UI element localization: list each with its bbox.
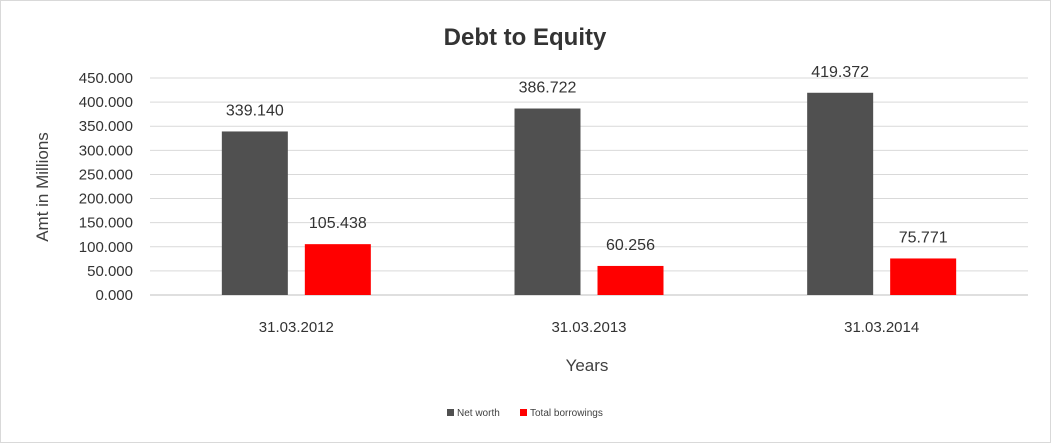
bar-total-borrowings xyxy=(597,265,664,295)
x-axis-ticks: 31.03.2012 31.03.2013 31.03.2014 xyxy=(259,319,919,336)
data-label: 60.256 xyxy=(606,237,655,254)
legend: Net worth Total borrowings xyxy=(447,408,603,419)
data-label: 386.722 xyxy=(519,80,577,97)
y-axis-ticks: 0.000 50.000 100.000 150.000 200.000 250.000 3… xyxy=(79,70,133,304)
y-tick-label: 150.000 xyxy=(79,215,133,232)
chart-title: Debt to Equity xyxy=(444,24,607,51)
x-tick-label: 31.03.2014 xyxy=(844,319,919,336)
legend-swatch xyxy=(520,409,527,416)
gridlines xyxy=(150,77,1028,296)
legend-label: Net worth xyxy=(457,408,500,419)
bars xyxy=(221,92,957,295)
y-tick-label: 50.000 xyxy=(87,263,133,280)
y-axis-title: Amt in Millions xyxy=(33,132,52,242)
x-tick-label: 31.03.2012 xyxy=(259,319,334,336)
y-tick-label: 350.000 xyxy=(79,118,133,135)
bar-total-borrowings xyxy=(890,258,957,295)
bar-total-borrowings xyxy=(304,244,371,295)
y-tick-label: 300.000 xyxy=(79,142,133,159)
y-tick-label: 400.000 xyxy=(79,94,133,111)
x-tick-label: 31.03.2013 xyxy=(551,319,626,336)
bar-net-worth xyxy=(807,92,874,295)
data-label: 75.771 xyxy=(899,229,948,246)
data-label: 339.140 xyxy=(226,102,284,119)
y-tick-label: 200.000 xyxy=(79,191,133,208)
legend-swatch xyxy=(447,409,454,416)
legend-label: Total borrowings xyxy=(530,408,603,419)
y-tick-label: 0.000 xyxy=(95,287,133,304)
data-label: 419.372 xyxy=(811,64,869,81)
y-tick-label: 250.000 xyxy=(79,166,133,183)
bar-net-worth xyxy=(514,108,581,295)
data-labels: 339.140 105.438 386.722 60.256 419.372 75.771 xyxy=(226,64,948,254)
bar-net-worth xyxy=(221,131,288,295)
x-axis-title: Years xyxy=(566,356,609,375)
data-label: 105.438 xyxy=(309,215,367,232)
y-tick-label: 450.000 xyxy=(79,70,133,87)
y-tick-label: 100.000 xyxy=(79,239,133,256)
